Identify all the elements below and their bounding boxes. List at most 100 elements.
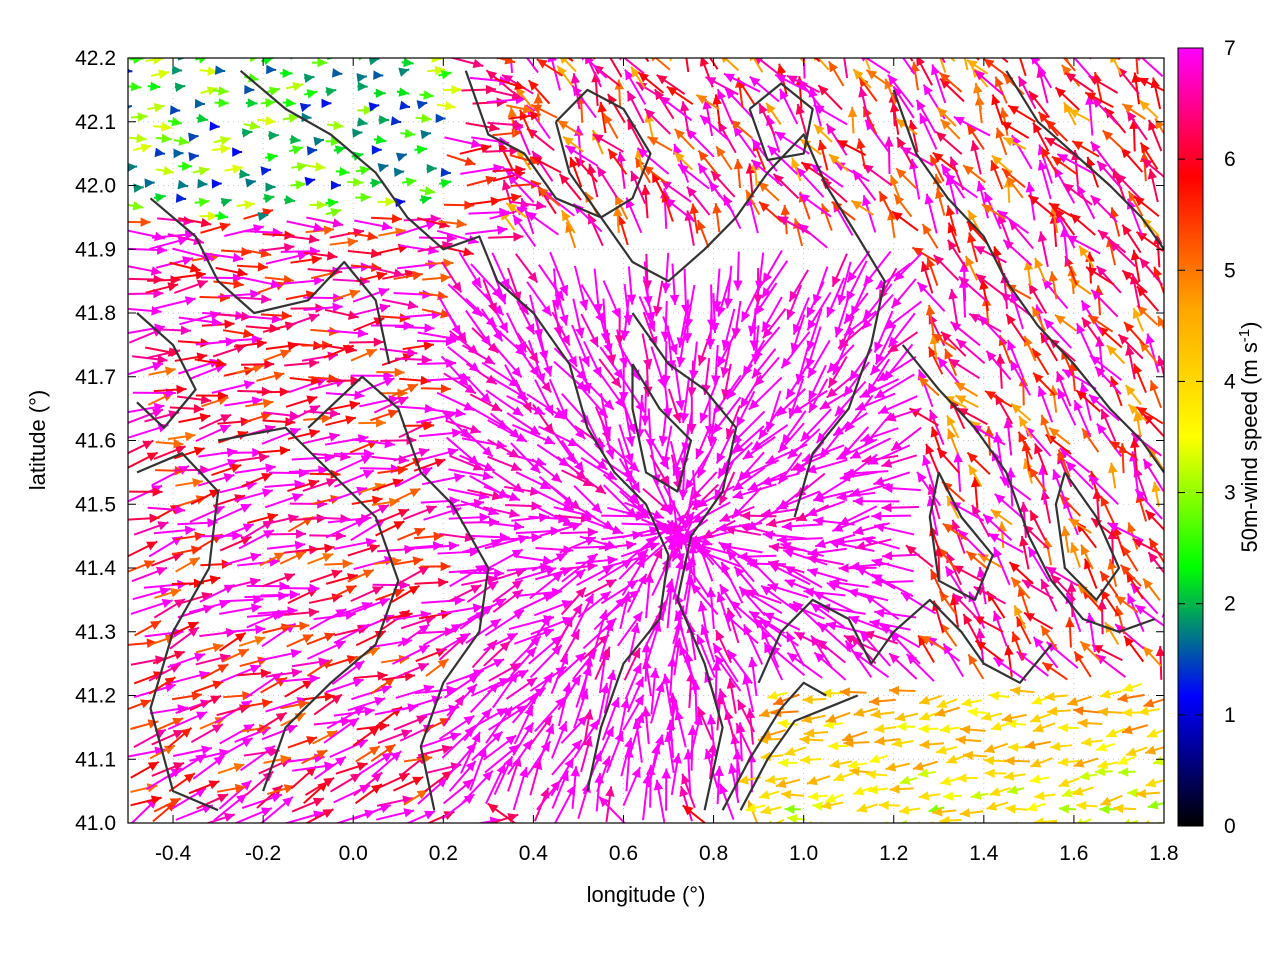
wind-arrow <box>755 252 765 292</box>
wind-arrow <box>681 773 696 809</box>
wind-arrow <box>483 506 520 519</box>
wind-arrow <box>1068 278 1092 295</box>
wind-arrow <box>871 577 914 587</box>
wind-arrow <box>874 736 901 746</box>
wind-arrow <box>557 674 582 711</box>
wind-arrow <box>488 662 522 682</box>
wind-arrow <box>259 551 286 567</box>
wind-arrow <box>349 337 384 347</box>
wind-arrow <box>325 390 365 400</box>
wind-arrow <box>195 424 231 443</box>
wind-arrow <box>425 258 454 268</box>
wind-arrow <box>1011 631 1025 661</box>
wind-arrow <box>261 724 298 741</box>
wind-arrow <box>325 415 357 427</box>
wind-arrow <box>244 591 289 601</box>
wind-arrow <box>287 479 320 492</box>
wind-arrow <box>583 518 624 535</box>
wind-arrow <box>674 610 689 652</box>
wind-arrow <box>696 219 710 248</box>
wind-arrow <box>526 393 566 420</box>
wind-arrow <box>514 566 557 582</box>
wind-arrow <box>825 621 867 634</box>
wind-arrow <box>844 394 874 433</box>
wind-arrow <box>447 345 481 373</box>
wind-arrow <box>957 528 986 558</box>
wind-arrow <box>130 598 173 615</box>
wind-arrow <box>283 276 325 286</box>
wind-arrow <box>917 634 935 663</box>
wind-arrow <box>898 805 921 815</box>
wind-arrow <box>217 289 261 299</box>
wind-arrow <box>866 358 891 395</box>
wind-arrow <box>332 289 361 301</box>
wind-arrow <box>377 729 413 744</box>
wind-arrow <box>1123 321 1146 346</box>
wind-arrow <box>263 513 299 526</box>
wind-arrow <box>236 262 268 272</box>
wind-arrow <box>1105 727 1126 738</box>
wind-arrow <box>777 452 803 485</box>
wind-arrow <box>583 709 594 746</box>
wind-arrow <box>1026 802 1046 812</box>
wind-arrow <box>674 364 686 411</box>
wind-arrow <box>1054 314 1078 332</box>
x-axis-label: longitude (°) <box>587 882 706 907</box>
wind-arrow <box>994 493 1026 521</box>
wind-arrow <box>797 222 828 249</box>
wind-arrow <box>492 343 523 379</box>
wind-arrow <box>640 184 651 219</box>
wind-arrow <box>201 663 229 680</box>
wind-arrow <box>805 326 822 369</box>
wind-arrow <box>1097 325 1123 349</box>
wind-arrow <box>885 762 910 772</box>
wind-arrow <box>393 270 423 281</box>
wind-arrow <box>753 356 780 387</box>
wind-arrow <box>397 565 430 585</box>
wind-arrow <box>397 527 426 541</box>
wind-arrow <box>777 718 798 729</box>
wind-arrow <box>580 284 606 324</box>
wind-arrow <box>372 478 404 492</box>
wind-arrow <box>1045 565 1079 587</box>
wind-arrow <box>324 308 359 320</box>
wind-arrow <box>551 720 568 759</box>
wind-arrow <box>798 192 832 218</box>
wind-arrow <box>946 495 960 519</box>
wind-arrow <box>1095 742 1115 752</box>
wind-arrow <box>816 638 846 664</box>
wind-arrow <box>260 589 300 600</box>
wind-arrow <box>538 425 580 447</box>
wind-arrow <box>284 358 320 369</box>
wind-arrow <box>379 388 408 398</box>
wind-arrow <box>505 202 528 219</box>
wind-arrow <box>244 313 283 324</box>
wind-arrow <box>841 730 868 742</box>
wind-arrow <box>1018 415 1033 439</box>
wind-arrow <box>632 718 643 763</box>
colorbar-tick-label: 3 <box>1224 482 1236 505</box>
wind-arrow <box>465 618 502 644</box>
wind-arrow <box>617 214 629 246</box>
wind-arrow <box>810 602 845 628</box>
wind-arrow <box>614 194 629 220</box>
wind-arrow <box>905 544 934 568</box>
wind-arrow <box>748 610 786 635</box>
wind-arrow <box>148 676 176 695</box>
wind-arrow <box>580 735 593 773</box>
wind-arrow <box>784 804 801 815</box>
wind-arrow <box>799 408 832 443</box>
wind-arrow <box>653 779 666 823</box>
wind-arrow <box>827 355 848 389</box>
wind-arrow <box>263 754 292 765</box>
wind-arrow <box>571 324 590 367</box>
wind-arrow <box>780 331 811 369</box>
wind-arrow <box>940 330 967 357</box>
wind-arrow <box>978 314 1007 346</box>
wind-arrow <box>967 232 979 263</box>
wind-arrow <box>134 620 162 637</box>
wind-arrow <box>758 790 780 800</box>
wind-arrow <box>873 471 911 486</box>
wind-arrow <box>988 691 1010 701</box>
wind-arrow <box>173 279 208 294</box>
